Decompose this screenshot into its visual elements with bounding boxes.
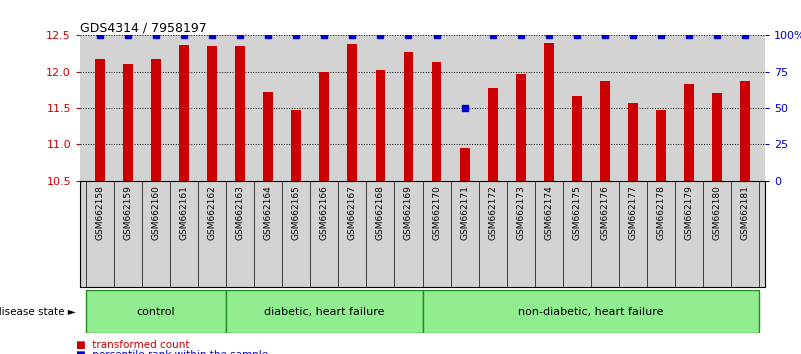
Text: GSM662171: GSM662171 (460, 185, 469, 240)
Bar (488, 88, 497, 181)
Text: GSM662177: GSM662177 (629, 185, 638, 240)
Bar (628, 103, 638, 181)
Bar (740, 81, 751, 181)
Text: GSM662163: GSM662163 (235, 185, 244, 240)
Bar (179, 45, 189, 181)
Bar (656, 110, 666, 181)
Bar (572, 96, 582, 181)
Text: GSM662173: GSM662173 (517, 185, 525, 240)
Text: GSM662164: GSM662164 (264, 185, 272, 240)
Text: GSM662170: GSM662170 (432, 185, 441, 240)
Text: GSM662166: GSM662166 (320, 185, 328, 240)
Text: GSM662174: GSM662174 (545, 185, 553, 240)
Text: GSM662162: GSM662162 (207, 185, 216, 240)
Bar (432, 62, 441, 181)
Text: GSM662172: GSM662172 (488, 185, 497, 240)
Text: control: control (137, 307, 175, 316)
Text: GSM662165: GSM662165 (292, 185, 300, 240)
Text: ■  transformed count: ■ transformed count (76, 340, 190, 350)
Text: ■  percentile rank within the sample: ■ percentile rank within the sample (76, 350, 268, 354)
Text: GSM662167: GSM662167 (348, 185, 357, 240)
Text: GSM662158: GSM662158 (95, 185, 104, 240)
Bar (123, 64, 133, 181)
Bar (544, 43, 553, 181)
Text: GSM662168: GSM662168 (376, 185, 385, 240)
Text: GSM662169: GSM662169 (404, 185, 413, 240)
Bar (226, 290, 423, 333)
Bar (460, 148, 469, 181)
Text: GSM662160: GSM662160 (151, 185, 160, 240)
Bar (292, 110, 301, 181)
Bar (600, 81, 610, 181)
Text: GSM662178: GSM662178 (657, 185, 666, 240)
Text: GSM662159: GSM662159 (123, 185, 132, 240)
Text: GSM662176: GSM662176 (601, 185, 610, 240)
Bar (404, 52, 413, 181)
Text: GSM662181: GSM662181 (741, 185, 750, 240)
Bar (320, 72, 329, 181)
Bar (376, 69, 385, 181)
Bar (207, 46, 217, 181)
Text: non-diabetic, heart failure: non-diabetic, heart failure (518, 307, 664, 316)
Bar (348, 44, 357, 181)
Text: GSM662179: GSM662179 (685, 185, 694, 240)
Text: GSM662180: GSM662180 (713, 185, 722, 240)
Text: GSM662161: GSM662161 (179, 185, 188, 240)
Text: diabetic, heart failure: diabetic, heart failure (264, 307, 384, 316)
Bar (151, 59, 161, 181)
Bar (712, 93, 723, 181)
Text: GSM662175: GSM662175 (573, 185, 582, 240)
Bar (684, 84, 694, 181)
Bar (423, 290, 759, 333)
Bar (95, 59, 105, 181)
Bar (86, 290, 226, 333)
Bar (264, 92, 273, 181)
Text: disease state ►: disease state ► (0, 307, 76, 316)
Bar (235, 46, 245, 181)
Bar (516, 74, 525, 181)
Text: GDS4314 / 7958197: GDS4314 / 7958197 (80, 21, 207, 34)
